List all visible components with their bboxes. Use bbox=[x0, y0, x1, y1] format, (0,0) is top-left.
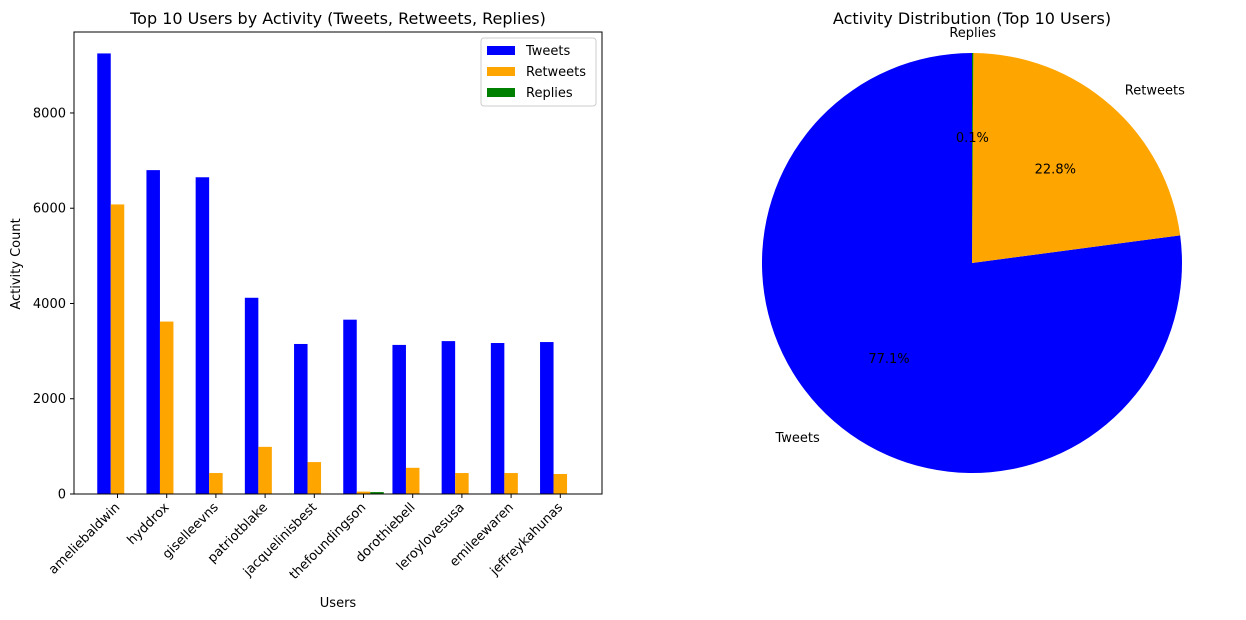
bar-tweets-jacquelinisbest bbox=[294, 343, 308, 494]
bar-chart: Top 10 Users by Activity (Tweets, Retwee… bbox=[9, 9, 603, 611]
bar-retweets-jeffreykahunas bbox=[553, 474, 568, 494]
bar-axes bbox=[70, 31, 603, 498]
pie-labels: 77.1% Tweets 22.8% Retweets 0.1% Replies bbox=[775, 26, 1186, 446]
x-tick-labels: ameliebaldwin hyddroxgiselleevnspatriotbl… bbox=[46, 500, 566, 583]
pie-slice-tweets bbox=[761, 53, 1182, 474]
bar-retweets-dorothiebell bbox=[405, 467, 420, 494]
pie-pct-replies: 0.1% bbox=[956, 131, 989, 146]
pie-label-tweets: Tweets bbox=[775, 431, 821, 446]
x-tick-label-ameliebaldwin: ameliebaldwin bbox=[46, 500, 123, 577]
bar-retweets-patriotblake bbox=[258, 446, 272, 494]
legend-label-retweets: Retweets bbox=[526, 65, 586, 80]
bar-tweets-patriotblake bbox=[244, 297, 259, 494]
pie-slice-replies bbox=[972, 52, 974, 263]
bar-retweets-ameliebaldwin bbox=[110, 204, 125, 495]
bar-retweets-jacquelinisbest bbox=[307, 462, 322, 494]
pie-label-replies: Replies bbox=[949, 26, 996, 41]
y-tick-label: 6000 bbox=[33, 202, 66, 217]
legend-label-tweets: Tweets bbox=[525, 44, 571, 59]
bar-retweets-giselleevns bbox=[209, 473, 223, 494]
legend-swatch-tweets bbox=[487, 46, 515, 55]
pie-chart: Activity Distribution (Top 10 Users) 77.… bbox=[761, 9, 1186, 474]
bar-retweets-emileewaren bbox=[504, 473, 518, 494]
bar-retweets-thefoundingson bbox=[356, 491, 371, 494]
y-tick-label: 0 bbox=[58, 488, 66, 503]
pie-slices bbox=[761, 52, 1182, 474]
legend-swatch-retweets bbox=[487, 67, 515, 76]
bar-retweets-hyddrox bbox=[159, 321, 174, 494]
bar-tweets-ameliebaldwin bbox=[97, 53, 111, 495]
y-tick-label: 8000 bbox=[33, 106, 66, 121]
bar-tweets-jeffreykahunas bbox=[540, 342, 554, 494]
x-tick-label-hyddrox: hyddrox bbox=[125, 500, 173, 548]
bar-tweets-hyddrox bbox=[146, 170, 160, 494]
plot-frame bbox=[73, 31, 603, 495]
bar-chart-title: Top 10 Users by Activity (Tweets, Retwee… bbox=[129, 9, 546, 28]
y-tick-label: 4000 bbox=[33, 297, 66, 312]
bar-retweets-leroylovesusa bbox=[455, 473, 469, 494]
bar-tweets-leroylovesusa bbox=[441, 341, 456, 494]
y-tick-label: 2000 bbox=[33, 392, 66, 407]
bar-tweets-giselleevns bbox=[195, 177, 210, 494]
pie-chart-title: Activity Distribution (Top 10 Users) bbox=[833, 9, 1111, 28]
pie-slice-retweets bbox=[972, 53, 1181, 263]
y-axis-label: Activity Count bbox=[9, 218, 24, 309]
bar-tweets-dorothiebell bbox=[392, 344, 406, 494]
bar-bars bbox=[97, 53, 568, 495]
legend-swatch-replies bbox=[487, 88, 515, 97]
pie-label-retweets: Retweets bbox=[1125, 84, 1185, 99]
pie-pct-tweets: 77.1% bbox=[868, 352, 909, 367]
legend: Tweets Retweets Replies bbox=[480, 37, 597, 107]
legend-label-replies: Replies bbox=[526, 86, 573, 101]
bar-replies-thefoundingson bbox=[370, 492, 384, 494]
x-axis-label: Users bbox=[320, 596, 357, 611]
y-tick-labels: 0 2000 4000 6000 8000 bbox=[33, 106, 66, 502]
bar-tweets-emileewaren bbox=[490, 343, 505, 494]
bar-tweets-thefoundingson bbox=[343, 319, 357, 494]
pie-pct-retweets: 22.8% bbox=[1035, 163, 1076, 178]
